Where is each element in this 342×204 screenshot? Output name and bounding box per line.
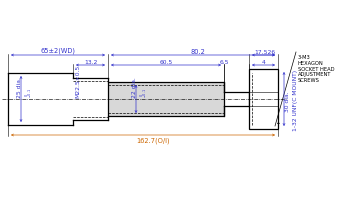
Text: M22.5×0.5: M22.5×0.5: [76, 64, 80, 98]
Text: 65±2(WD): 65±2(WD): [40, 48, 76, 54]
Bar: [108, 83, 224, 116]
Text: 3-M3
HEXAGON
SOCKET HEAD
ADJUSTMENT
SCREWS: 3-M3 HEXAGON SOCKET HEAD ADJUSTMENT SCRE…: [298, 55, 334, 83]
Text: 13.2: 13.2: [84, 59, 97, 64]
Text: 80.2: 80.2: [190, 48, 206, 54]
Text: 25 dia.: 25 dia.: [17, 77, 22, 98]
Bar: [249, 70, 278, 129]
Text: 60.5: 60.5: [159, 59, 173, 64]
Text: 1-32 UNF(C MOUNT): 1-32 UNF(C MOUNT): [293, 69, 299, 130]
Text: 17.526: 17.526: [254, 49, 275, 54]
Text: 30 dia.: 30 dia.: [286, 91, 290, 112]
Text: 162.7(O/I): 162.7(O/I): [136, 137, 170, 143]
Text: 22 dia.: 22 dia.: [132, 77, 137, 98]
Text: $^{\ 0}_{-0.1}$: $^{\ 0}_{-0.1}$: [139, 88, 149, 98]
Text: 6.5: 6.5: [219, 59, 229, 64]
Text: $^{\ 0}_{-0.1}$: $^{\ 0}_{-0.1}$: [24, 88, 34, 98]
Text: 4: 4: [262, 59, 265, 64]
